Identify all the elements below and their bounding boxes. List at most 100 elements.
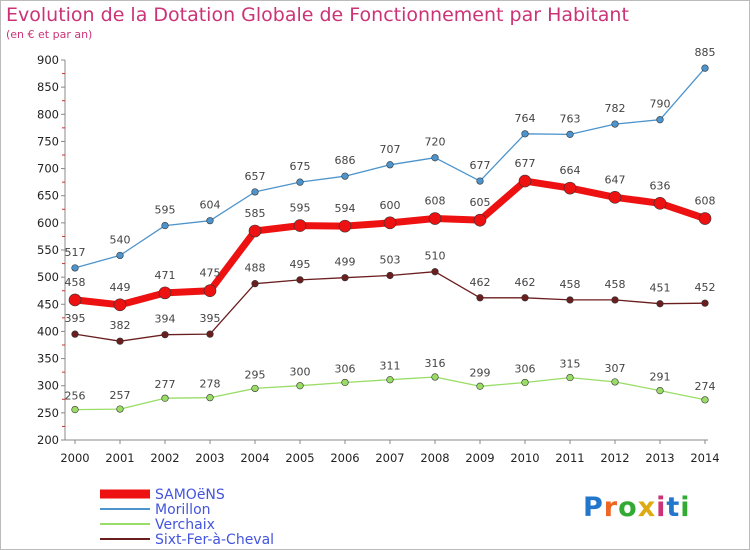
data-label-samoens: 636 [650, 179, 671, 192]
data-point-sixt-fer-a-cheval [611, 296, 619, 304]
data-point-sixt-fer-a-cheval [701, 299, 709, 307]
y-tick-label: 800 [37, 107, 59, 121]
data-label-verchaix: 299 [470, 366, 491, 379]
data-point-samoens [563, 181, 577, 195]
data-label-sixt-fer-a-cheval: 499 [335, 256, 356, 269]
data-point-sixt-fer-a-cheval [476, 294, 484, 302]
data-label-morillon: 604 [200, 199, 221, 212]
x-tick-label: 2012 [600, 451, 629, 465]
data-label-sixt-fer-a-cheval: 395 [200, 312, 221, 325]
data-label-verchaix: 311 [380, 360, 401, 373]
data-point-verchaix [566, 373, 574, 382]
data-point-verchaix [611, 378, 619, 386]
data-label-verchaix: 306 [515, 362, 536, 375]
x-tick-label: 2010 [510, 451, 539, 465]
data-label-verchaix: 295 [245, 368, 266, 381]
y-tick-label: 450 [37, 297, 59, 311]
data-point-verchaix [71, 406, 79, 414]
data-point-morillon [566, 130, 574, 138]
data-label-morillon: 720 [425, 136, 446, 149]
data-label-sixt-fer-a-cheval: 510 [425, 250, 446, 263]
data-label-sixt-fer-a-cheval: 451 [650, 282, 671, 295]
y-tick-label: 300 [37, 379, 59, 393]
data-label-verchaix: 291 [650, 371, 671, 384]
chart-title: Evolution de la Dotation Globale de Fonc… [6, 4, 629, 26]
x-tick-label: 2007 [375, 451, 404, 465]
y-tick-label: 250 [37, 406, 59, 420]
data-label-morillon: 677 [470, 159, 491, 172]
data-point-morillon [251, 188, 259, 196]
legend-label: Sixt-Fer-à-Cheval [155, 532, 274, 548]
data-point-morillon [701, 64, 709, 72]
data-label-samoens: 594 [335, 202, 356, 215]
data-point-samoens [428, 212, 442, 225]
legend-label: SAMOëNS [155, 487, 225, 503]
data-point-verchaix [116, 405, 124, 413]
data-point-morillon [161, 221, 169, 230]
legend-label: Verchaix [155, 517, 215, 533]
data-label-morillon: 595 [155, 204, 176, 217]
data-label-verchaix: 300 [290, 366, 311, 379]
data-point-samoens [248, 224, 262, 238]
y-tick-label: 550 [37, 243, 59, 257]
data-label-sixt-fer-a-cheval: 462 [470, 276, 491, 289]
data-point-samoens [203, 284, 217, 298]
data-label-verchaix: 256 [65, 390, 86, 403]
data-label-morillon: 675 [290, 160, 311, 173]
data-label-samoens: 600 [380, 199, 401, 212]
data-point-morillon [476, 177, 484, 185]
y-tick-label: 750 [37, 134, 59, 148]
data-point-verchaix [161, 394, 169, 402]
x-tick-label: 2003 [195, 451, 224, 465]
data-point-sixt-fer-a-cheval [296, 276, 304, 284]
x-tick-label: 2005 [285, 451, 314, 465]
data-point-samoens [383, 216, 397, 230]
data-point-verchaix [206, 394, 214, 402]
data-label-samoens: 585 [245, 207, 266, 220]
data-point-sixt-fer-a-cheval [251, 280, 259, 288]
data-label-morillon: 790 [650, 98, 671, 111]
data-point-sixt-fer-a-cheval [566, 296, 574, 304]
data-label-samoens: 605 [470, 196, 491, 209]
x-tick-label: 2004 [240, 451, 269, 465]
data-label-sixt-fer-a-cheval: 382 [110, 319, 131, 332]
data-point-samoens [158, 286, 172, 300]
data-label-samoens: 664 [560, 164, 581, 177]
data-point-verchaix [341, 378, 349, 387]
data-point-samoens [113, 298, 127, 312]
y-tick-label: 850 [37, 80, 59, 94]
chart-axes: 200 250 300 350 400 450 500 550 600 650 700 750 800 8… [37, 53, 720, 465]
data-label-morillon: 764 [515, 112, 536, 125]
x-tick-label: 2009 [465, 451, 494, 465]
data-point-samoens [608, 191, 622, 204]
data-label-sixt-fer-a-cheval: 395 [65, 312, 86, 325]
logo-letter: i [656, 492, 667, 523]
data-point-samoens [653, 197, 667, 210]
data-point-verchaix [431, 373, 439, 381]
legend-label: Morillon [155, 502, 211, 518]
proxiti-logo: Proxiti [583, 492, 691, 523]
data-point-verchaix [701, 396, 709, 404]
data-point-samoens [293, 219, 307, 232]
data-point-morillon [296, 178, 304, 186]
data-label-sixt-fer-a-cheval: 462 [515, 276, 536, 289]
logo-letter: P [583, 492, 604, 523]
data-point-sixt-fer-a-cheval [386, 271, 394, 280]
data-label-morillon: 657 [245, 170, 266, 183]
data-point-samoens [68, 293, 82, 307]
data-label-sixt-fer-a-cheval: 503 [380, 254, 401, 267]
data-point-morillon [71, 264, 79, 272]
data-label-morillon: 885 [695, 46, 716, 59]
data-label-verchaix: 274 [695, 380, 716, 393]
data-label-samoens: 475 [200, 267, 221, 280]
data-label-morillon: 707 [380, 143, 401, 156]
data-point-verchaix [386, 376, 394, 384]
data-point-morillon [341, 172, 349, 180]
logo-letter: t [666, 492, 681, 523]
data-point-samoens [698, 212, 712, 225]
logo-letter: i [680, 492, 691, 523]
data-label-samoens: 608 [425, 195, 446, 208]
